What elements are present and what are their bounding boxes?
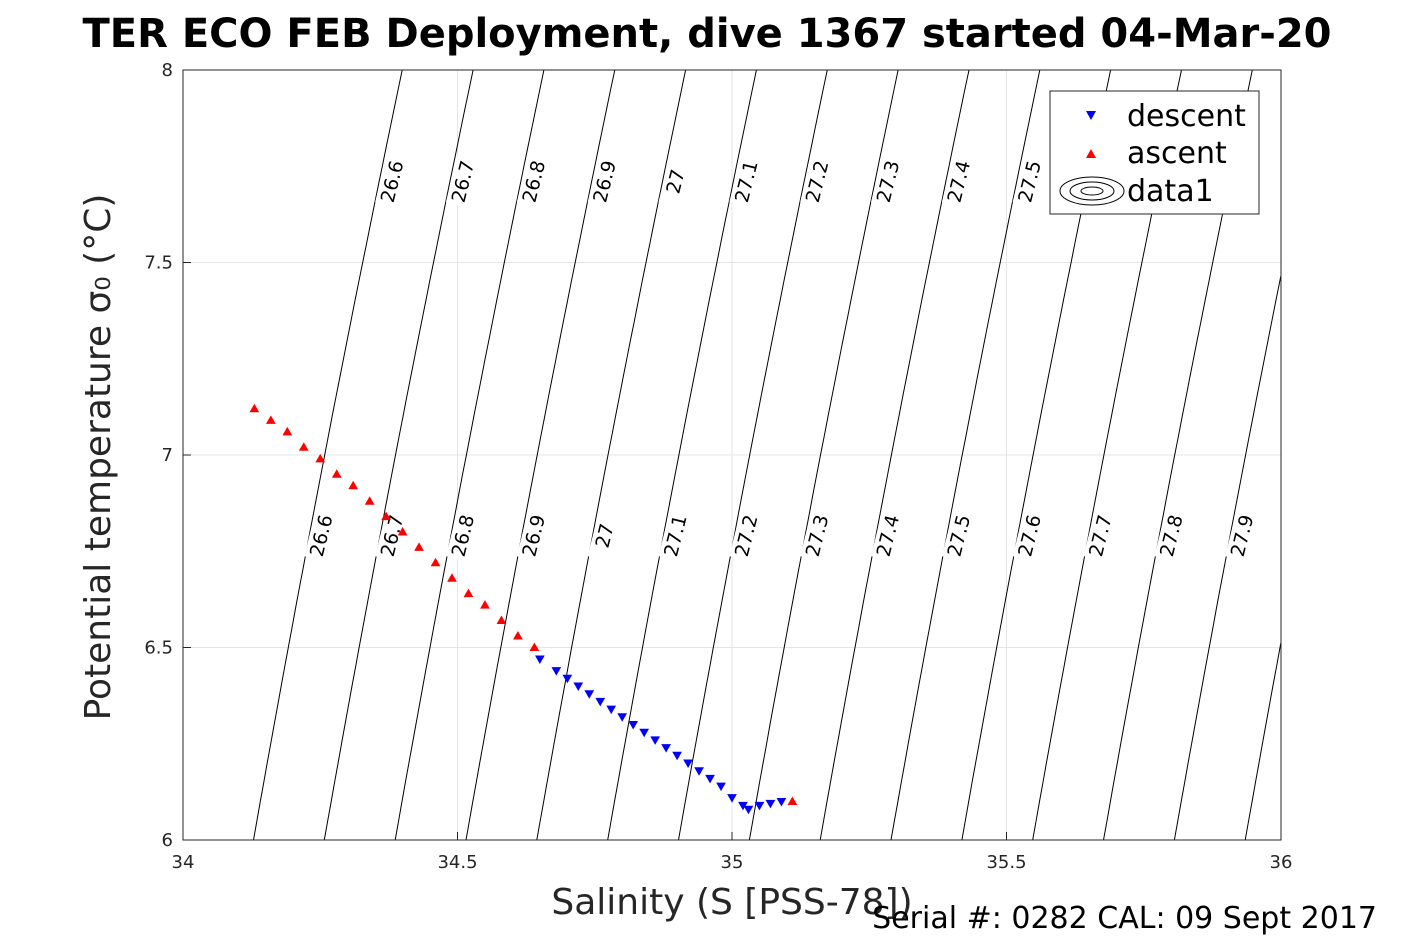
y-tick-label: 8: [162, 60, 173, 81]
contour-line: [1387, 70, 1417, 840]
descent-point: [551, 667, 562, 676]
ascent-point: [348, 480, 359, 490]
contour-label: 27.9: [1165, 844, 1197, 890]
contour-line: [1316, 70, 1417, 840]
descent-point: [595, 697, 606, 707]
descent-point: [727, 794, 737, 803]
contour-label: 27.8: [1095, 844, 1127, 890]
chart-title: TER ECO FEB Deployment, dive 1367 starte…: [82, 11, 1331, 57]
ascent-point: [480, 600, 490, 609]
descent-point: [743, 805, 754, 815]
descent-point: [672, 751, 682, 761]
ascent-point: [265, 415, 276, 424]
contour-line: [748, 70, 899, 840]
ascent-point: [397, 526, 408, 536]
series-ascent: [249, 403, 798, 805]
descent-point: [754, 801, 765, 811]
x-tick-label: 35.5: [986, 852, 1026, 873]
x-tick-label: 34.5: [437, 852, 477, 873]
descent-point: [562, 674, 573, 684]
descent-point: [584, 690, 595, 699]
contour-label: 27: [530, 853, 557, 882]
descent-point: [694, 767, 704, 776]
ascent-point: [298, 442, 309, 451]
ascent-point: [282, 426, 293, 436]
descent-point: [534, 655, 545, 665]
ascent-point: [529, 642, 540, 651]
descent-point: [765, 799, 776, 809]
x-tick-label: 34: [172, 852, 195, 873]
ascent-point: [381, 511, 391, 521]
ascent-point: [364, 496, 375, 505]
contour-label: 28: [1239, 853, 1266, 882]
descent-point: [716, 782, 726, 792]
x-tick-label: 36: [1270, 852, 1293, 873]
contour-line: [678, 70, 828, 840]
serial-cal-footer: Serial #: 0282 CAL: 09 Sept 2017: [872, 901, 1377, 936]
ascent-point: [787, 796, 798, 805]
ascent-point: [414, 542, 424, 551]
ascent-point: [331, 469, 342, 478]
descent-point: [606, 705, 617, 715]
x-tick-label: 35: [721, 852, 744, 873]
ascent-point: [315, 453, 326, 463]
axis-ticks: 34 34.5 35 35.5 36 6 6.5 7 7.5 8: [144, 60, 1292, 873]
legend-marker-descent: [1086, 111, 1096, 120]
ascent-point: [513, 630, 523, 640]
contour-line: [1173, 272, 1281, 840]
legend-label-data1: data1: [1127, 174, 1214, 209]
contour-line: [607, 70, 757, 840]
descent-point: [628, 721, 639, 730]
descent-point: [617, 713, 628, 722]
ascent-point: [463, 588, 474, 598]
contour-label: 26.8: [386, 844, 418, 890]
y-tick-label: 6.5: [144, 638, 173, 659]
contour-label: 27.7: [1024, 844, 1056, 890]
y-tick-label: 7: [162, 445, 173, 466]
contour-label: 27.6: [953, 844, 985, 890]
descent-point: [639, 728, 650, 738]
ascent-point: [447, 573, 457, 582]
y-tick-label: 7.5: [144, 253, 173, 274]
contour-line: [536, 70, 687, 840]
ascent-point: [249, 403, 260, 413]
contour-line: [890, 70, 1041, 840]
legend-marker-ascent: [1086, 149, 1096, 158]
legend-marker-contour: [1059, 176, 1125, 206]
legend-label-descent: descent: [1127, 99, 1246, 134]
y-axis-label: Potential temperature σ₀ (°C): [78, 194, 119, 721]
legend[interactable]: descent ascent data1: [1049, 90, 1260, 215]
ascent-point: [496, 615, 507, 625]
series-descent: [534, 655, 787, 815]
descent-point: [705, 774, 715, 784]
x-axis-label: Salinity (S [PSS-78]): [551, 882, 912, 923]
data-points: [249, 403, 798, 815]
contour-label: 26.7: [315, 844, 347, 890]
contour-line: [323, 70, 474, 840]
legend-box: [1049, 90, 1260, 215]
descent-point: [661, 744, 671, 753]
contour-line: [1244, 639, 1281, 840]
contour-line: [394, 70, 545, 840]
descent-point: [573, 682, 584, 692]
ascent-point: [430, 557, 441, 567]
contour-label: 26.6: [245, 844, 277, 890]
legend-label-ascent: ascent: [1127, 136, 1227, 171]
contour-line: [465, 70, 616, 840]
contour-line: [819, 70, 970, 840]
y-tick-label: 6: [162, 830, 173, 851]
descent-point: [776, 798, 787, 807]
descent-point: [650, 736, 661, 745]
contour-line: [253, 70, 403, 840]
descent-point: [683, 759, 693, 769]
